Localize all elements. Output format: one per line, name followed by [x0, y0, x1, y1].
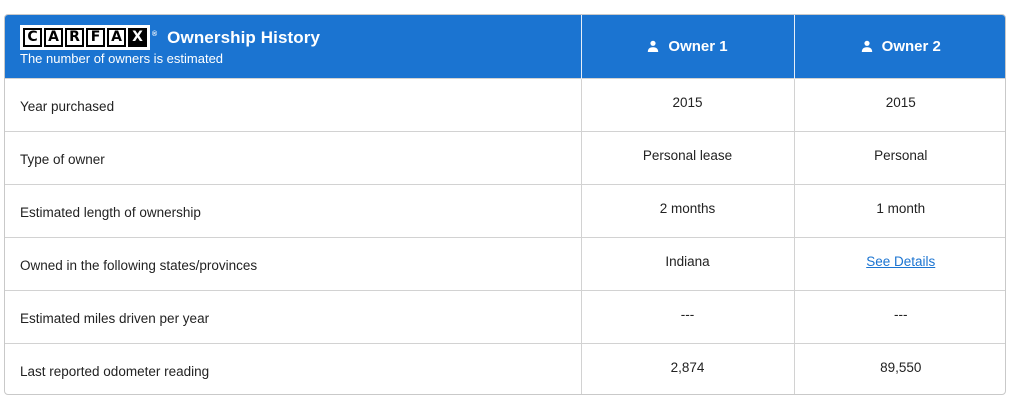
table-row: Estimated length of ownership 2 months 1…	[5, 183, 1005, 237]
owner-2-value: 89,550	[793, 342, 1005, 394]
logo-letter: F	[86, 28, 105, 47]
logo-letter: A	[107, 28, 126, 47]
logo-letter: R	[65, 28, 84, 47]
table-header-row: C A R F A X ® Ownership History The numb…	[5, 15, 1005, 78]
owner-2-value: Personal	[793, 130, 1005, 184]
owner-2-value: See Details	[793, 236, 1005, 290]
owner-1-label: Owner 1	[668, 37, 728, 55]
logo-letter: A	[44, 28, 63, 47]
row-label: Estimated miles driven per year	[5, 289, 581, 343]
ownership-history-card: C A R F A X ® Ownership History The numb…	[4, 14, 1006, 395]
logo-letter: C	[23, 28, 42, 47]
page-title: Ownership History	[167, 27, 321, 47]
person-icon	[861, 40, 872, 52]
owner-2-value: 1 month	[793, 183, 1005, 237]
table-row: Year purchased 2015 2015	[5, 77, 1005, 131]
logo-letter: X	[128, 28, 147, 47]
row-label: Year purchased	[5, 77, 581, 131]
brand: C A R F A X ® Ownership History	[20, 25, 320, 50]
owner-2-label: Owner 2	[881, 37, 941, 55]
ownership-table: C A R F A X ® Ownership History The numb…	[5, 15, 1005, 394]
carfax-logo: C A R F A X	[20, 25, 150, 50]
row-label: Type of owner	[5, 130, 581, 184]
owner-1-value: 2 months	[580, 183, 794, 237]
owner-1-value: Indiana	[580, 236, 794, 290]
owner-1-value: 2015	[580, 77, 794, 131]
see-details-link[interactable]: See Details	[866, 254, 936, 269]
owner-2-value: ---	[793, 289, 1005, 343]
table-row: Type of owner Personal lease Personal	[5, 130, 1005, 184]
table-row: Owned in the following states/provinces …	[5, 236, 1005, 290]
owner-1-header: Owner 1	[580, 15, 794, 78]
header-title-cell: C A R F A X ® Ownership History The numb…	[5, 15, 581, 78]
page-subtitle: The number of owners is estimated	[20, 51, 224, 66]
table-row: Last reported odometer reading 2,874 89,…	[5, 342, 1005, 394]
row-label: Owned in the following states/provinces	[5, 236, 581, 290]
trademark-symbol: ®	[152, 31, 158, 38]
owner-1-value: ---	[580, 289, 794, 343]
owner-1-value: Personal lease	[580, 130, 794, 184]
owner-2-header: Owner 2	[793, 15, 1005, 78]
person-icon	[648, 40, 659, 52]
row-label: Last reported odometer reading	[5, 342, 581, 394]
table-row: Estimated miles driven per year --- ---	[5, 289, 1005, 343]
owner-2-value: 2015	[793, 77, 1005, 131]
owner-1-value: 2,874	[580, 342, 794, 394]
row-label: Estimated length of ownership	[5, 183, 581, 237]
